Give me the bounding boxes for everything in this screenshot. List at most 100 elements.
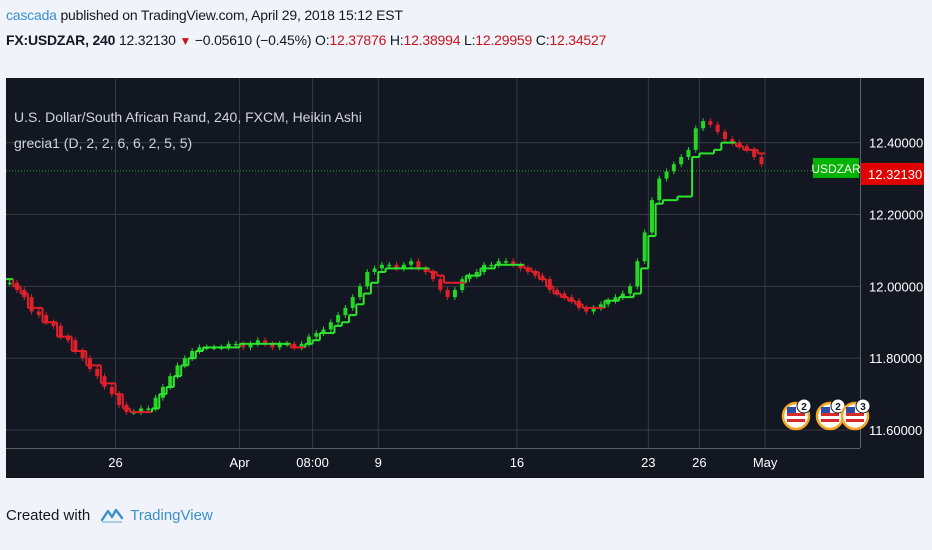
candle-body[interactable] xyxy=(58,325,63,337)
tradingview-logo-icon[interactable] xyxy=(100,506,124,524)
candle-body[interactable] xyxy=(7,282,12,285)
candle-body[interactable] xyxy=(73,340,78,352)
candle-body[interactable] xyxy=(686,149,691,158)
candle-body[interactable] xyxy=(547,279,552,290)
candle-body[interactable] xyxy=(51,322,56,326)
candle-body[interactable] xyxy=(431,271,435,280)
candle-body[interactable] xyxy=(350,297,355,308)
candle-body[interactable] xyxy=(314,333,319,337)
candle-body[interactable] xyxy=(722,131,727,140)
candle-body[interactable] xyxy=(635,261,640,287)
candle-body[interactable] xyxy=(744,146,749,150)
candle-body[interactable] xyxy=(416,261,421,269)
indicator-legend[interactable]: grecia1 (D, 2, 2, 6, 6, 2, 5, 5) xyxy=(14,135,192,151)
candle-body[interactable] xyxy=(503,261,508,263)
candle-body[interactable] xyxy=(66,336,71,341)
candle-body[interactable] xyxy=(328,322,333,330)
candle-body[interactable] xyxy=(518,264,523,269)
candle-body[interactable] xyxy=(29,297,34,312)
candle-body[interactable] xyxy=(642,232,647,262)
candle-body[interactable] xyxy=(657,178,662,201)
candle-body[interactable] xyxy=(489,264,494,267)
candle-body[interactable] xyxy=(737,142,742,147)
candle-body[interactable] xyxy=(394,264,399,269)
candle-body[interactable] xyxy=(620,293,625,298)
candle-body[interactable] xyxy=(321,329,326,334)
candle-body[interactable] xyxy=(467,275,472,280)
candle-body[interactable] xyxy=(496,261,501,265)
candle-body[interactable] xyxy=(693,128,698,150)
author-link[interactable]: cascada xyxy=(6,7,57,23)
candle-body[interactable] xyxy=(44,315,49,323)
candle-body[interactable] xyxy=(759,157,764,165)
candle-body[interactable] xyxy=(708,121,713,125)
candle-body[interactable] xyxy=(438,279,443,290)
candle-body[interactable] xyxy=(445,289,450,298)
candle-body[interactable] xyxy=(591,307,596,312)
candle-body[interactable] xyxy=(540,275,545,280)
candle-body[interactable] xyxy=(168,376,173,387)
candle-body[interactable] xyxy=(679,157,684,165)
candle-body[interactable] xyxy=(752,149,757,158)
candle-body[interactable] xyxy=(562,293,567,298)
candle-body[interactable] xyxy=(628,286,633,294)
candle-body[interactable] xyxy=(664,171,669,179)
candle-body[interactable] xyxy=(292,343,297,348)
candle-body[interactable] xyxy=(255,340,260,344)
candle-body[interactable] xyxy=(277,343,282,348)
candle-body[interactable] xyxy=(146,408,151,410)
candle-body[interactable] xyxy=(343,307,348,316)
candle-body[interactable] xyxy=(153,397,158,409)
candle-body[interactable] xyxy=(248,343,253,348)
candle-body[interactable] xyxy=(533,271,538,276)
price-chart[interactable]: 12.40000 12.20000 12.00000 11.80000 11.60000… xyxy=(6,78,924,478)
candle-body[interactable] xyxy=(452,289,457,298)
candle-body[interactable] xyxy=(263,340,268,344)
plot-area[interactable] xyxy=(6,78,860,448)
candle-body[interactable] xyxy=(606,300,611,305)
candle-body[interactable] xyxy=(95,368,100,377)
candle-body[interactable] xyxy=(102,376,107,387)
candle-body[interactable] xyxy=(715,124,720,132)
candle-body[interactable] xyxy=(379,264,384,269)
candle-body[interactable] xyxy=(423,268,428,272)
candle-body[interactable] xyxy=(109,386,114,395)
candle-body[interactable] xyxy=(598,304,603,308)
candle-body[interactable] xyxy=(511,261,516,265)
tradingview-brand-link[interactable]: TradingView xyxy=(130,506,213,524)
candle-body[interactable] xyxy=(401,264,406,269)
candle-body[interactable] xyxy=(175,365,180,377)
candle-body[interactable] xyxy=(299,343,304,348)
candle-body[interactable] xyxy=(306,336,311,344)
candle-body[interactable] xyxy=(197,347,202,352)
candle-body[interactable] xyxy=(358,286,363,298)
candle-body[interactable] xyxy=(182,358,187,366)
candle-body[interactable] xyxy=(409,261,414,265)
candle-body[interactable] xyxy=(160,386,165,398)
candle-body[interactable] xyxy=(701,121,706,129)
candle-body[interactable] xyxy=(525,268,530,272)
candle-body[interactable] xyxy=(233,343,238,346)
candle-body[interactable] xyxy=(365,271,370,287)
candle-body[interactable] xyxy=(36,311,41,316)
candle-body[interactable] xyxy=(730,139,735,143)
candle-body[interactable] xyxy=(80,351,85,359)
candle-body[interactable] xyxy=(87,358,92,369)
candle-body[interactable] xyxy=(613,297,618,301)
candle-body[interactable] xyxy=(474,271,479,276)
candle-body[interactable] xyxy=(460,279,465,290)
candle-body[interactable] xyxy=(649,200,654,233)
candle-body[interactable] xyxy=(336,315,341,323)
candle-body[interactable] xyxy=(139,408,144,413)
candle-body[interactable] xyxy=(226,343,231,348)
candle-body[interactable] xyxy=(387,264,392,267)
series-legend[interactable]: U.S. Dollar/South African Rand, 240, FXC… xyxy=(14,109,362,125)
candle-body[interactable] xyxy=(241,343,246,348)
candle-body[interactable] xyxy=(190,351,195,359)
candle-body[interactable] xyxy=(270,343,275,348)
candle-body[interactable] xyxy=(117,394,122,405)
candle-body[interactable] xyxy=(372,268,377,272)
candle-body[interactable] xyxy=(569,297,574,301)
chart-canvas[interactable]: 12.40000 12.20000 12.00000 11.80000 11.60000… xyxy=(6,78,924,478)
candle-body[interactable] xyxy=(584,307,589,312)
